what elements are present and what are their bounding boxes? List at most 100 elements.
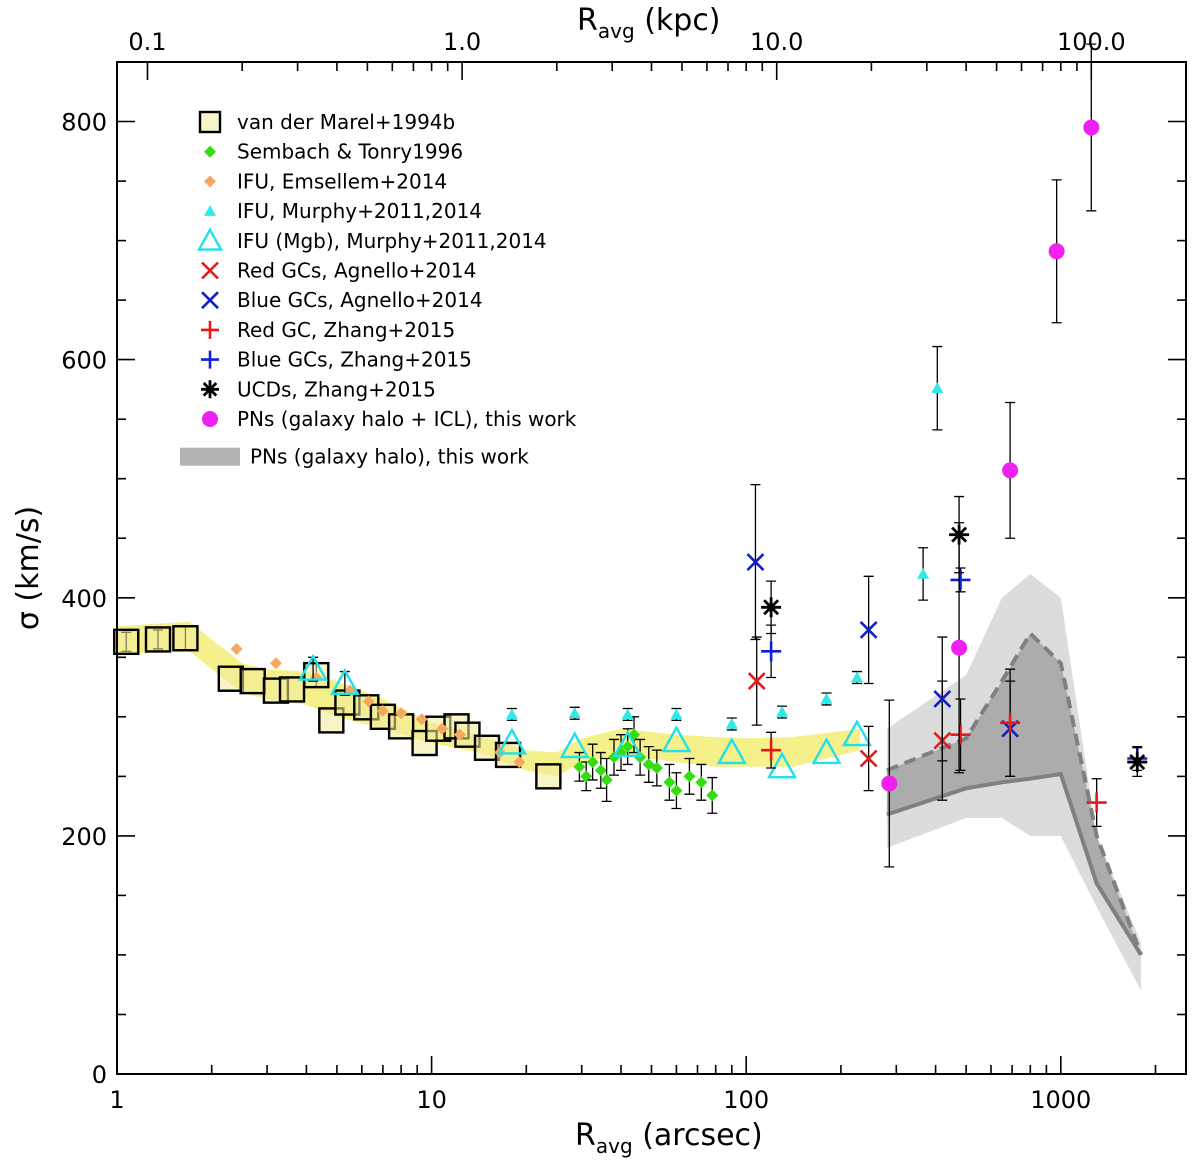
legend-marker-pns-galaxy-halo-icl-this-work [202,411,218,427]
data-point-ifu-emsellem-2014 [513,756,526,769]
legend-label-red-gc-zhang-2015: Red GC, Zhang+2015 [237,318,455,342]
legend-marker-ucds-zhang-2015 [201,380,219,399]
data-point-red-gc-zhang-2015 [950,724,971,745]
points-layer [113,43,1148,868]
plot-frame [116,61,1187,1075]
data-point-blue-gcs-zhang-2015 [761,641,782,662]
y-axis-label: σ (km/s) [11,506,46,630]
data-point-ifu-emsellem-2014 [362,695,375,708]
data-point-ifu-murphy-2011-2014 [917,567,930,579]
legend-label-ifu-emsellem-2014: IFU, Emsellem+2014 [237,169,447,193]
band-2 [886,633,1142,955]
data-point-sembach-tonry1996 [650,762,663,775]
data-point-blue-gcs-agnello-2014 [859,620,878,639]
y-tick-label: 400 [61,585,107,613]
legend-marker-red-gcs-agnello-2014 [201,261,219,280]
data-point-ucds-zhang-2015 [1127,752,1148,773]
data-point-blue-gcs-agnello-2014 [933,690,952,708]
x2-axis-label: Ravg (kpc) [577,3,721,43]
legend-marker-red-gc-zhang-2015 [201,320,219,339]
y-tick-label: 600 [61,347,107,375]
data-point-sembach-tonry1996 [695,776,708,789]
legend: van der Marel+1994b Sembach & Tonry1996 IF… [180,110,577,469]
x-tick-label: 10 [416,1086,447,1114]
legend-label-pns-galaxy-halo-icl-this-work: PNs (galaxy halo + ICL), this work [237,407,577,431]
data-point-ifu-murphy-2011-2014 [505,708,518,720]
data-point-ifu-murphy-2011-2014 [820,692,833,704]
x-tick-label: 100 [723,1086,769,1114]
data-point-ifu-murphy-2011-2014 [568,707,581,719]
data-point-ifu-mgb-murphy-2011-2014 [329,668,360,696]
series-sembach-tonry1996 [573,716,719,814]
data-point-ifu-mgb-murphy-2011-2014 [841,719,873,747]
legend-label-ifu-mgb-murphy-2011-2014: IFU (Mgb), Murphy+2011,2014 [237,229,547,253]
data-point-ifu-mgb-murphy-2011-2014 [559,731,590,759]
data-point-sembach-tonry1996 [670,784,683,797]
data-point-ifu-murphy-2011-2014 [851,671,864,683]
data-point-red-gc-zhang-2015 [1086,792,1107,813]
data-point-sembach-tonry1996 [621,740,634,753]
series-pns-galaxy-halo-icl-this-work [881,43,1100,868]
data-point-ifu-mgb-murphy-2011-2014 [716,737,747,765]
data-point-pns-galaxy-halo-icl-this-work [1002,462,1019,479]
legend-marker-ifu-murphy-2011-2014 [204,205,216,216]
model-line-1 [886,630,1143,956]
legend-label-red-gcs-agnello-2014: Red GCs, Agnello+2014 [237,259,476,283]
data-point-sembach-tonry1996 [594,764,607,777]
y-tick-label: 800 [61,109,107,137]
data-point-ifu-murphy-2011-2014 [621,708,634,720]
model-line-0 [886,771,1143,956]
data-point-ifu-mgb-murphy-2011-2014 [298,653,329,681]
legend-label-van-der-marel-1994b: van der Marel+1994b [237,110,455,134]
data-point-red-gc-zhang-2015 [761,740,782,761]
x2-tick-label: 10.0 [750,28,803,56]
legend-marker-blue-gcs-agnello-2014 [201,291,219,310]
data-point-sembach-tonry1996 [706,789,719,802]
legend-marker-ifu-mgb-murphy-2011-2014 [196,227,224,251]
data-point-ifu-murphy-2011-2014 [670,708,683,720]
data-point-blue-gcs-agnello-2014 [746,553,765,571]
data-point-pns-galaxy-halo-icl-this-work [1048,243,1065,260]
data-point-pns-galaxy-halo-icl-this-work [951,639,968,656]
legend-marker-sembach-tonry1996 [204,145,216,158]
data-point-van-der-marel-1994b [535,763,562,790]
data-point-van-der-marel-1994b [217,665,245,692]
series-ifu-murphy-2011-2014 [505,345,944,731]
data-point-ifu-mgb-murphy-2011-2014 [767,751,798,779]
x2-axis-label-main: R [577,3,598,38]
data-point-ifu-emsellem-2014 [453,728,466,741]
data-point-sembach-tonry1996 [634,751,647,764]
legend-marker-van-der-marel-1994b [198,110,222,134]
x-axis-label: Ravg (arcsec) [575,1118,763,1158]
x-axis-label-sub: avg [596,1134,633,1158]
x-axis-label-main: R [575,1118,596,1153]
data-point-sembach-tonry1996 [600,773,613,786]
data-point-ifu-mgb-murphy-2011-2014 [811,737,842,765]
x2-axis-label-unit: (kpc) [635,3,721,38]
data-point-sembach-tonry1996 [663,776,676,789]
legend-label-blue-gcs-zhang-2015: Blue GCs, Zhang+2015 [237,348,472,372]
series-ifu-mgb-murphy-2011-2014 [298,653,873,779]
x-axis-label-unit: (arcsec) [633,1118,763,1153]
data-point-sembach-tonry1996 [586,756,599,769]
data-point-pns-galaxy-halo-icl-this-work [881,775,898,792]
series-ifu-emsellem-2014 [230,642,526,769]
data-point-ifu-emsellem-2014 [415,713,428,726]
data-point-ifu-emsellem-2014 [395,707,408,720]
data-point-ifu-mgb-murphy-2011-2014 [612,729,643,757]
y-tick-label: 0 [92,1061,107,1089]
data-point-pns-galaxy-halo-icl-this-work [1083,119,1100,136]
y-tick-label: 200 [61,823,107,851]
bands-layer [117,574,1142,991]
data-point-ucds-zhang-2015 [761,597,782,618]
data-point-van-der-marel-1994b [278,676,306,703]
data-point-ifu-mgb-murphy-2011-2014 [661,725,692,753]
legend-label-pns-galaxy-halo-this-work: PNs (galaxy halo), this work [250,445,529,469]
legend-marker-ifu-emsellem-2014 [204,175,216,188]
data-point-ifu-emsellem-2014 [230,642,243,655]
data-point-ifu-emsellem-2014 [269,657,282,670]
band-0 [117,621,860,777]
x-tick-label: 1 [109,1086,124,1114]
